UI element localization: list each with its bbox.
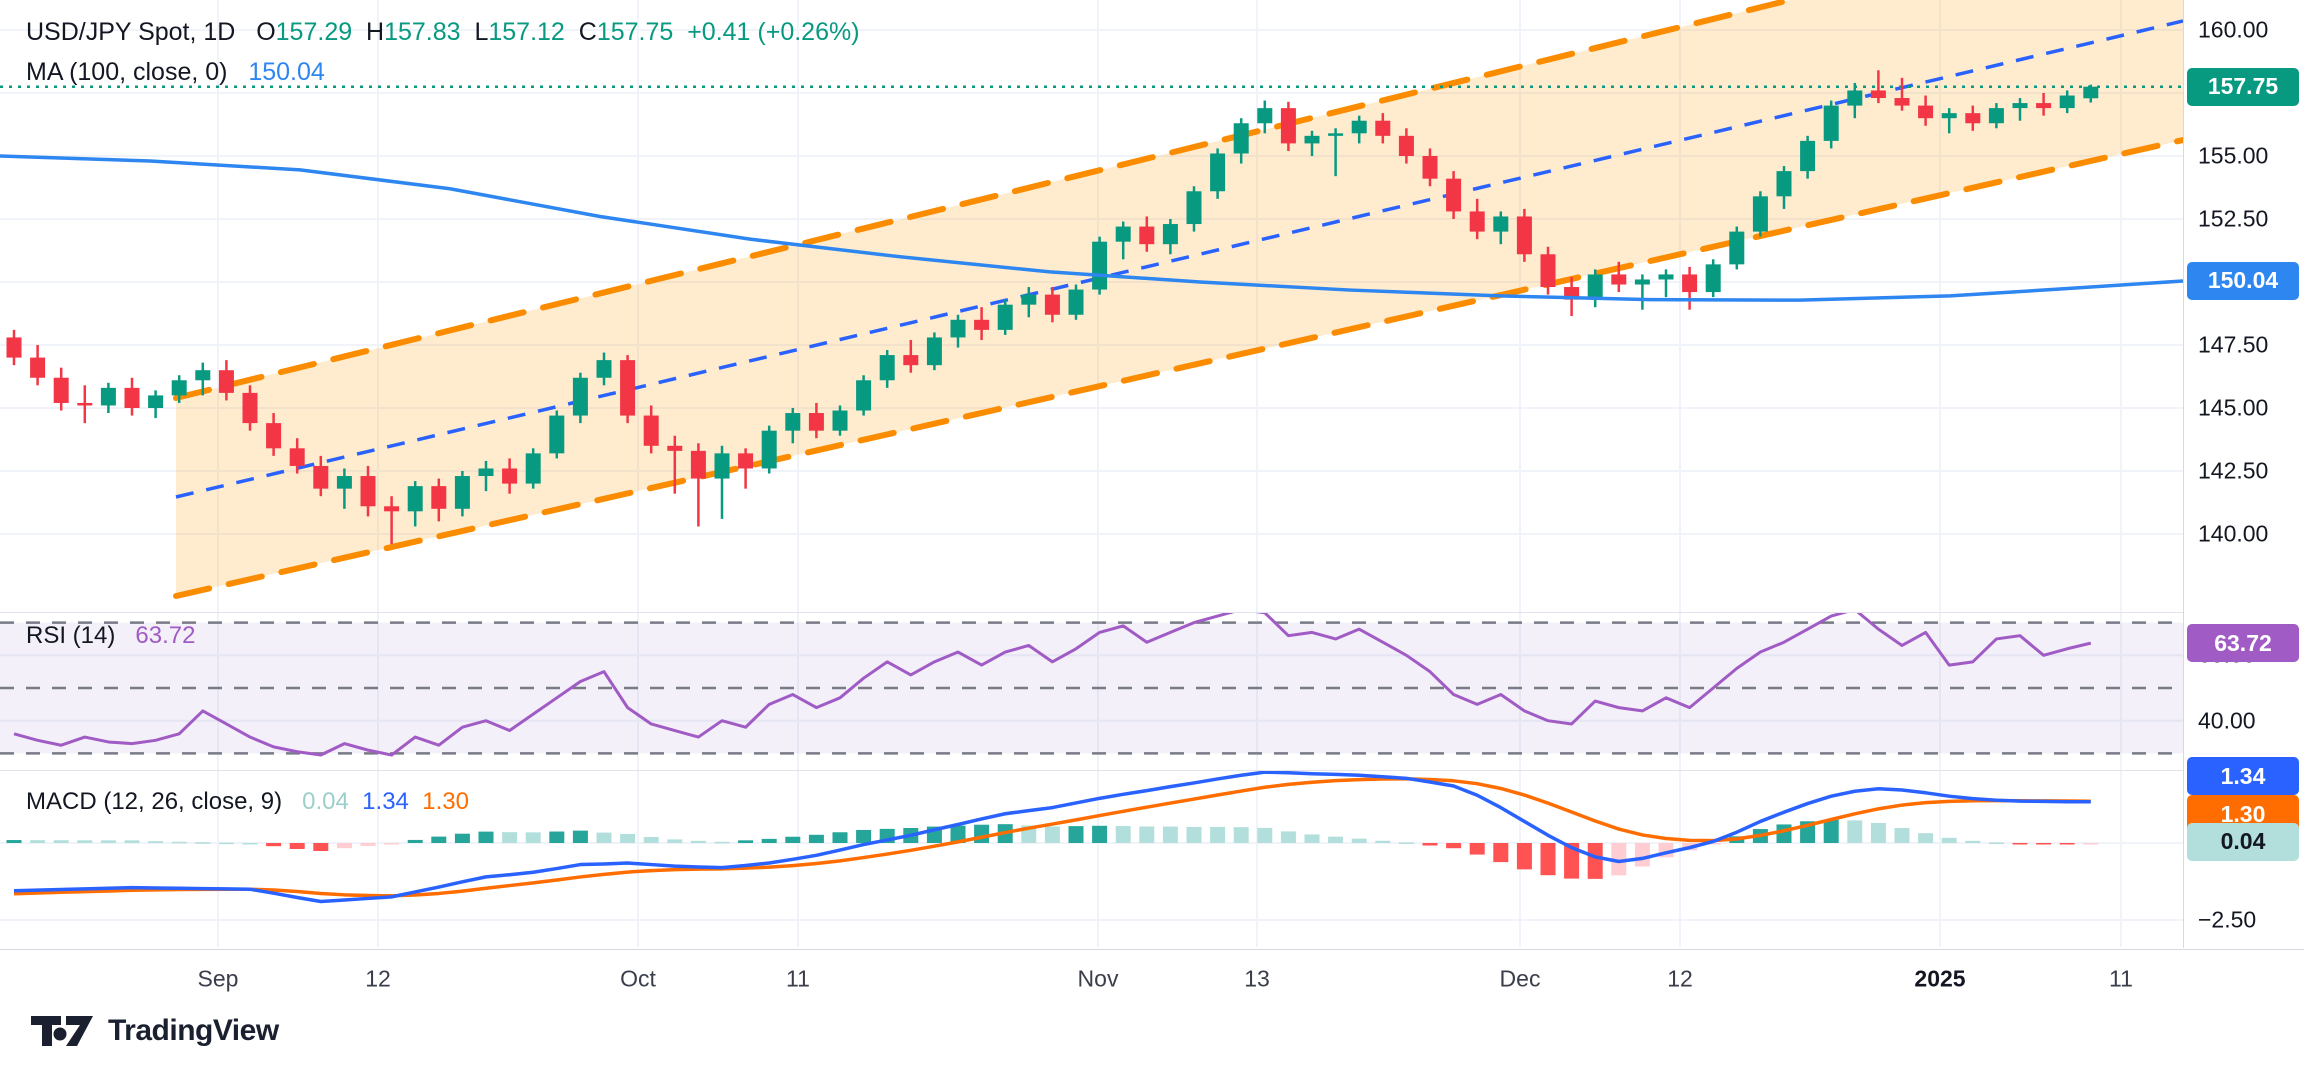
time-tick-label: Oct [620, 965, 656, 992]
macd-hist-badge: 0.04 [2187, 822, 2299, 861]
macd-title[interactable]: MACD (12, 26, close, 9) [26, 788, 283, 815]
pane-separator-1[interactable] [0, 612, 2304, 613]
time-tick-label: 11 [786, 965, 810, 992]
macd-line-value: 1.34 [362, 788, 409, 815]
price-chart-canvas [0, 0, 2183, 612]
rsi-title[interactable]: RSI (14) [26, 622, 116, 649]
low-label: L [474, 18, 489, 46]
tradingview-logo-icon [31, 1016, 93, 1046]
rsi-pane[interactable] [0, 613, 2183, 770]
high-value: 157.83 [384, 18, 461, 46]
time-tick-label: 12 [365, 965, 391, 992]
time-axis[interactable]: Sep 12 Oct 11 Nov 13 Dec 12 2025 11 [0, 949, 2304, 1008]
tradingview-logo[interactable]: TradingView [30, 1012, 279, 1050]
high-label: H [366, 18, 385, 46]
price-axis[interactable]: 160.00 155.00 152.50 147.50 145.00 142.50 140.… [2183, 0, 2304, 948]
macd-legend-row[interactable]: MACD (12, 26, close, 9) 0.04 1.34 1.30 [26, 788, 469, 816]
time-tick-label: Sep [197, 965, 239, 992]
close-value: 157.75 [596, 18, 674, 46]
rsi-value: 63.72 [135, 622, 196, 649]
rsi-chart-canvas [0, 613, 2183, 770]
rsi-tick-label: 40.00 [2198, 707, 2256, 734]
close-label: C [578, 18, 597, 46]
ma-title[interactable]: MA (100, close, 0) [26, 58, 228, 86]
price-tick-label: 140.00 [2198, 520, 2269, 547]
macd-tick-label: −2.50 [2198, 906, 2257, 933]
price-tick-label: 160.00 [2198, 16, 2269, 43]
last-price-badge: 157.75 [2187, 67, 2299, 106]
price-tick-label: 155.00 [2198, 142, 2269, 169]
macd-hist-value: 0.04 [302, 788, 349, 815]
time-tick-label: 12 [1667, 965, 1693, 992]
open-value: 157.29 [275, 18, 353, 46]
rsi-value-badge: 63.72 [2187, 624, 2299, 663]
symbol-title[interactable]: USD/JPY Spot, 1D [26, 18, 236, 46]
time-tick-label: 2025 [1914, 965, 1966, 992]
time-tick-label: 13 [1244, 965, 1270, 992]
macd-pane[interactable] [0, 771, 2183, 947]
time-tick-label: Nov [1077, 965, 1119, 992]
macd-signal-value: 1.30 [422, 788, 469, 815]
price-pane[interactable] [0, 0, 2183, 612]
rsi-legend-row[interactable]: RSI (14) 63.72 [26, 622, 195, 650]
ma-value: 150.04 [248, 58, 325, 86]
pane-separator-2[interactable] [0, 770, 2304, 771]
ma-price-badge: 150.04 [2187, 261, 2299, 300]
low-value: 157.12 [488, 18, 565, 46]
ma-legend-row[interactable]: MA (100, close, 0) 150.04 [26, 58, 325, 87]
time-tick-label: Dec [1499, 965, 1541, 992]
open-label: O [256, 18, 276, 46]
price-tick-label: 147.50 [2198, 331, 2269, 358]
symbol-legend-row[interactable]: USD/JPY Spot, 1D O157.29 H157.83 L157.12… [26, 18, 860, 47]
price-tick-label: 145.00 [2198, 394, 2269, 421]
macd-chart-canvas [0, 771, 2183, 947]
price-tick-label: 152.50 [2198, 205, 2269, 232]
macd-line-badge: 1.34 [2187, 757, 2299, 795]
price-tick-label: 142.50 [2198, 457, 2269, 484]
tradingview-logo-text: TradingView [108, 1014, 279, 1047]
change-value: +0.41 (+0.26%) [687, 18, 860, 46]
time-tick-label: 11 [2109, 965, 2133, 992]
